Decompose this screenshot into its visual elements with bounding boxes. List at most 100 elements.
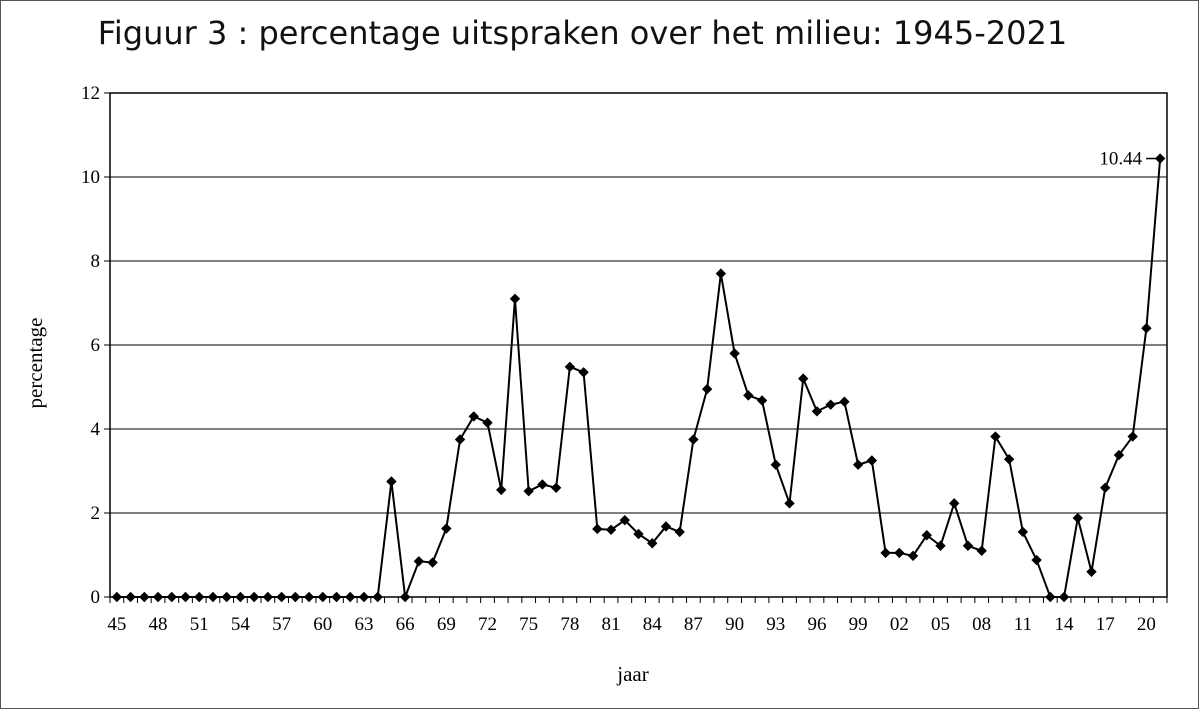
x-tick-label: 96 — [807, 614, 826, 635]
x-tick-label: 78 — [560, 614, 579, 635]
data-point-marker — [290, 591, 301, 603]
x-tick-label: 84 — [643, 614, 663, 635]
data-point-marker — [207, 591, 219, 603]
x-tick-label: 69 — [437, 614, 456, 635]
y-tick-label: 8 — [91, 251, 101, 272]
data-point-marker — [413, 556, 425, 567]
y-axis-label: percentage — [23, 318, 47, 409]
data-point-marker — [399, 591, 411, 603]
data-label: 10.44 — [1099, 149, 1142, 170]
data-point-marker — [564, 361, 576, 373]
x-tick-label: 60 — [313, 614, 332, 635]
y-tick-label: 4 — [91, 419, 101, 440]
data-point-marker — [111, 591, 123, 603]
data-point-marker — [1113, 449, 1125, 461]
data-point-marker — [962, 540, 974, 551]
data-point-marker — [729, 348, 740, 359]
x-tick-label: 05 — [931, 614, 950, 635]
data-point-marker — [427, 557, 438, 568]
x-tick-label: 87 — [684, 614, 703, 635]
data-point-marker — [482, 417, 493, 428]
data-point-marker — [921, 530, 932, 541]
data-point-marker — [1127, 431, 1138, 442]
data-point-marker — [1086, 566, 1097, 577]
data-point-marker — [358, 591, 370, 603]
data-point-marker — [537, 479, 548, 490]
data-point-marker — [1045, 591, 1056, 603]
x-tick-label: 08 — [972, 614, 991, 635]
data-point-marker — [152, 591, 164, 603]
data-point-marker — [303, 591, 315, 603]
data-point-marker — [605, 524, 617, 535]
x-tick-label: 17 — [1096, 614, 1115, 635]
data-point-marker — [166, 591, 177, 603]
data-point-marker — [756, 395, 768, 406]
data-point-marker — [935, 540, 946, 551]
y-tick-label: 2 — [91, 503, 101, 524]
data-point-marker — [194, 591, 205, 603]
data-point-marker — [798, 373, 809, 384]
data-point-marker — [468, 411, 479, 422]
data-point-marker — [523, 485, 534, 497]
data-point-marker — [674, 526, 685, 538]
data-point-marker — [770, 459, 781, 470]
y-tick-label: 12 — [81, 83, 100, 104]
x-tick-label: 66 — [396, 614, 415, 635]
data-point-marker — [907, 550, 919, 562]
data-point-marker — [276, 591, 287, 603]
data-point-marker — [578, 367, 589, 378]
x-tick-label: 93 — [766, 614, 785, 635]
data-point-marker — [1141, 323, 1152, 334]
x-tick-label: 51 — [190, 614, 209, 635]
data-point-marker — [317, 591, 328, 603]
data-point-marker — [949, 498, 960, 509]
y-tick-label: 0 — [91, 587, 101, 608]
data-point-marker — [125, 591, 136, 603]
data-point-marker — [496, 484, 507, 496]
x-tick-label: 72 — [478, 614, 497, 635]
data-point-marker — [386, 476, 397, 487]
x-tick-label: 81 — [602, 614, 621, 635]
data-point-marker — [976, 545, 987, 556]
data-point-marker — [743, 390, 754, 401]
x-tick-label: 75 — [519, 614, 538, 635]
data-point-marker — [454, 434, 466, 445]
data-point-marker — [660, 521, 672, 532]
data-point-marker — [715, 268, 727, 279]
data-point-marker — [248, 591, 260, 603]
y-tick-label: 10 — [81, 167, 100, 188]
x-tick-label: 99 — [849, 614, 868, 635]
data-point-marker — [1058, 591, 1070, 603]
y-tick-label: 6 — [91, 335, 101, 356]
data-point-marker — [839, 396, 850, 407]
data-point-marker — [866, 455, 878, 466]
data-point-marker — [1072, 512, 1083, 524]
data-point-marker — [619, 514, 630, 526]
data-point-marker — [1100, 482, 1111, 493]
x-tick-label: 14 — [1055, 614, 1075, 635]
data-point-marker — [550, 482, 562, 493]
x-tick-label: 02 — [890, 614, 909, 635]
data-point-marker — [1017, 526, 1029, 538]
x-tick-label: 90 — [725, 614, 744, 635]
data-point-marker — [180, 591, 191, 603]
data-point-marker — [235, 591, 246, 603]
x-tick-label: 57 — [272, 614, 291, 635]
data-point-marker — [811, 406, 823, 417]
data-point-marker — [633, 528, 644, 540]
data-point-marker — [1031, 554, 1042, 566]
x-tick-label: 20 — [1137, 614, 1156, 635]
data-point-marker — [1003, 454, 1015, 465]
data-point-marker — [825, 399, 836, 410]
data-point-marker — [592, 523, 603, 535]
data-point-marker — [894, 547, 905, 559]
data-point-marker — [139, 591, 150, 603]
data-point-marker — [784, 498, 795, 509]
data-point-marker — [647, 538, 658, 549]
x-tick-label: 45 — [107, 614, 126, 635]
data-point-marker — [262, 591, 274, 603]
data-point-marker — [701, 383, 713, 395]
data-point-marker — [880, 547, 891, 559]
